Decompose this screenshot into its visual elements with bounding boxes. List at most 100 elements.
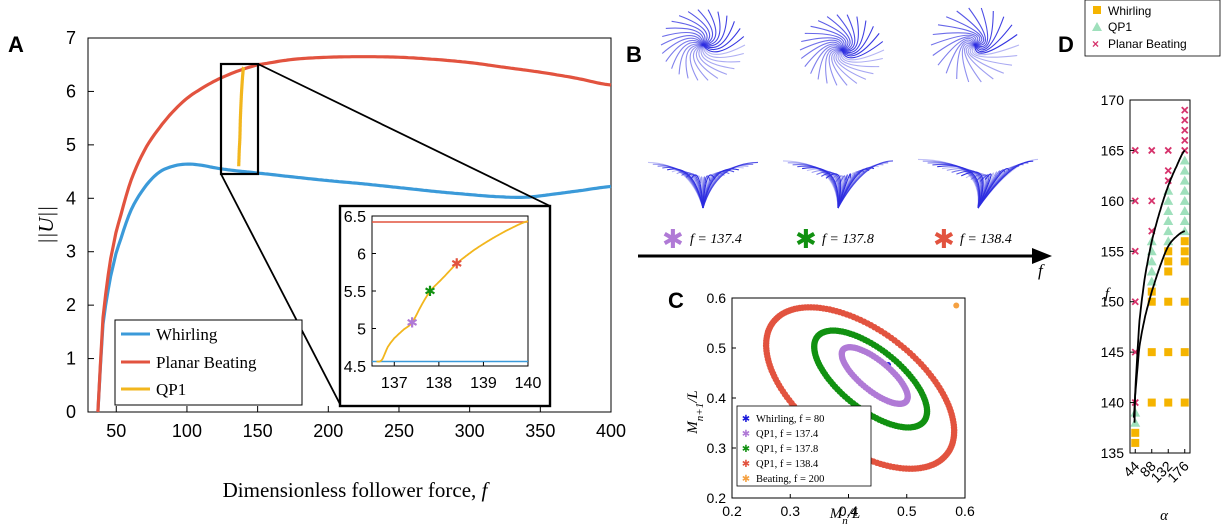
filament-stroke <box>977 173 992 209</box>
filament-stroke <box>693 44 709 81</box>
panel-d-whirling-point <box>1180 348 1189 357</box>
panel-d-planar-point <box>1148 197 1156 205</box>
panel-b-marker-1: ✱ f = 137.4 <box>662 224 742 254</box>
panel-d-planar-point <box>1131 298 1139 306</box>
panel-c-xtick-label: 0.4 <box>839 503 859 519</box>
panel-b-label-1: f = 137.4 <box>690 232 742 247</box>
filament-stroke <box>665 40 704 62</box>
filament-stroke <box>695 44 719 79</box>
filament-stroke <box>974 16 1005 51</box>
filament-stroke <box>840 49 883 63</box>
filament-stroke <box>965 44 994 80</box>
panel-c-legend-marker: ✱ <box>742 444 750 455</box>
panel-a-xtick-label: 100 <box>172 421 202 441</box>
filament-stroke <box>932 32 979 46</box>
panel-c-ylabel: Mn+1/L <box>685 390 706 434</box>
panel-d-whirling-point <box>1180 257 1189 266</box>
panel-b-top-shape-3 <box>930 7 1020 83</box>
filament-stroke <box>678 43 704 75</box>
legend-planar-label: Planar Beating <box>156 353 257 372</box>
panel-d-qp1-point <box>1179 175 1190 185</box>
filament-stroke <box>937 37 976 66</box>
panel-d-boundary-1 <box>1132 230 1186 418</box>
panel-c-ytick-label: 0.3 <box>707 440 727 456</box>
panel-d-whirling-point <box>1147 398 1156 407</box>
panel-a-axes-frame <box>87 37 612 413</box>
panel-b-bottom-shape-1 <box>647 161 759 209</box>
filament-stroke <box>825 48 843 84</box>
panel-b-bottom-shape-3 <box>917 158 1039 209</box>
legend-d-planar-label: Planar Beating <box>1108 37 1187 51</box>
panel-c-legend: ✱ Whirling, f = 80 ✱ QP1, f = 137.4 ✱ QP1, f … <box>736 405 872 487</box>
filament-stroke <box>964 44 982 83</box>
filament-stroke <box>665 27 705 46</box>
filament-stroke <box>837 173 852 209</box>
filament-stroke <box>932 36 976 56</box>
panel-c-ytick-label: 0.6 <box>707 290 727 306</box>
legend-d-whirling-swatch <box>1093 6 1101 14</box>
panel-d-whirling-point <box>1164 257 1173 266</box>
panel-b-star-3: ✱ <box>933 224 955 254</box>
filament-stroke <box>826 16 851 51</box>
filament-stroke <box>671 20 706 46</box>
panel-a-xtick-label: 400 <box>596 421 626 441</box>
filament-stroke <box>971 44 1018 58</box>
panel-d-planar-point <box>1181 136 1189 144</box>
panel-d-qp1-point <box>1163 195 1174 205</box>
panel-b-marker-3: ✱ f = 138.4 <box>933 224 1012 254</box>
filament-stroke <box>974 10 994 49</box>
filament-stroke <box>833 49 858 84</box>
panel-c-xtick-label: 0.2 <box>722 503 742 519</box>
filament-stroke <box>837 49 874 75</box>
panel-d-whirling-point <box>1147 297 1156 306</box>
panel-a-inset-ytick-label: 6 <box>357 247 366 264</box>
panel-a-inset-qp1-curve <box>376 220 529 363</box>
panel-a-inset-ytick-label: 6.5 <box>344 209 366 226</box>
filament-stroke <box>701 44 741 63</box>
filament-stroke <box>817 20 849 51</box>
panel-letter-b: B <box>626 42 642 67</box>
legend-d-qp1-swatch <box>1092 22 1102 31</box>
filament-stroke <box>817 46 843 80</box>
panel-d-planar-point <box>1181 126 1189 134</box>
filament-stroke <box>836 14 853 51</box>
filament-stroke <box>930 34 977 46</box>
panel-c-legend-label: QP1, f = 137.4 <box>756 429 819 440</box>
panel-d-ytick-label: 170 <box>1101 92 1125 108</box>
panel-b-arrowhead <box>1032 248 1052 264</box>
panel-a-inset-frame <box>338 204 552 408</box>
panel-d-whirling-point <box>1164 267 1173 276</box>
panel-d-whirling-point <box>1180 398 1189 407</box>
filament-stroke <box>974 24 1013 53</box>
panel-d-qp1-point <box>1146 256 1157 266</box>
filament-stroke <box>945 39 976 74</box>
panel-d-ytick-label: 145 <box>1101 344 1125 360</box>
panel-b-filament-shapes: ✱ f = 137.4 ✱ f = 137.8 ✱ f = 138.4 f <box>638 7 1052 280</box>
panel-c-xtick-label: 0.5 <box>897 503 917 519</box>
panel-d-whirling-point <box>1164 398 1173 407</box>
panel-d-planar-point <box>1164 146 1172 155</box>
filament-stroke <box>702 36 745 53</box>
legend-qp1-label: QP1 <box>156 380 186 399</box>
panel-c-legend-label: Beating, f = 200 <box>756 474 824 485</box>
filament-stroke <box>804 32 845 51</box>
panel-b-top-shape-2 <box>799 14 885 86</box>
filament-stroke <box>937 24 981 46</box>
legend-d-whirling-label: Whirling <box>1108 4 1151 18</box>
filament-stroke <box>702 11 721 46</box>
panel-a-ytick-label: 6 <box>66 81 76 101</box>
panel-c-legend-marker: ✱ <box>742 459 750 470</box>
filament-stroke <box>666 168 704 209</box>
panel-a-zoom-connector-right <box>257 63 551 207</box>
panel-b-marker-2: ✱ f = 137.8 <box>795 224 874 254</box>
panel-d-qp1-point <box>1179 195 1190 205</box>
panel-d-ytick-label: 150 <box>1101 294 1125 310</box>
filament-stroke <box>961 42 976 83</box>
panel-d-planar-point <box>1181 106 1189 114</box>
filament-stroke <box>977 160 1034 209</box>
panel-c-ytick-label: 0.2 <box>707 490 727 506</box>
panel-c-xtick-label: 0.3 <box>781 503 801 519</box>
panel-b-label-2: f = 137.8 <box>822 232 874 247</box>
filament-stroke <box>697 9 713 46</box>
panel-c-legend-marker: ✱ <box>742 429 750 440</box>
